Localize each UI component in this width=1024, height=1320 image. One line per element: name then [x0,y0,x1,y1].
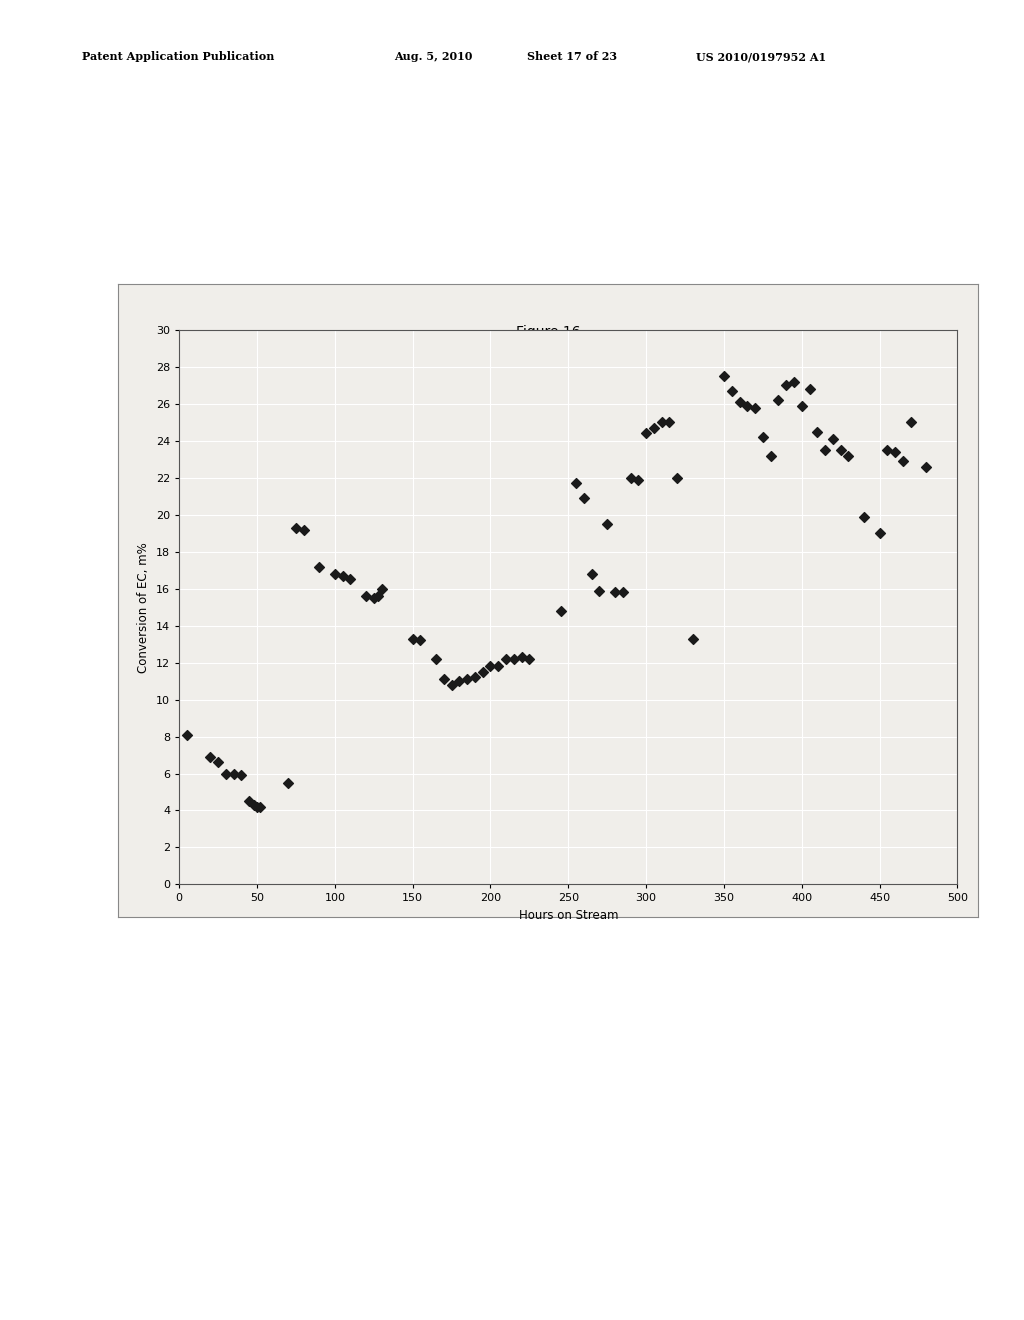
Point [249,796,265,817]
Point [817,440,834,461]
Point [662,412,678,433]
Point [724,380,740,401]
Point [506,648,522,669]
Point [824,429,841,450]
Point [357,586,374,607]
Point [630,469,646,490]
X-axis label: Hours on Stream: Hours on Stream [518,909,618,921]
Point [311,556,328,577]
Point [246,795,262,816]
Text: Aug. 5, 2010: Aug. 5, 2010 [394,51,473,62]
Point [809,421,825,442]
Point [778,375,795,396]
Point [802,379,818,400]
Point [919,457,935,478]
Point [404,628,421,649]
Point [607,582,624,603]
Point [474,661,490,682]
Text: Patent Application Publication: Patent Application Publication [82,51,274,62]
Point [887,441,903,462]
Point [685,628,701,649]
Point [233,764,250,785]
Point [599,513,615,535]
Point [739,395,756,416]
Point [794,395,810,416]
Point [614,582,631,603]
Point [552,601,568,622]
Point [335,565,351,586]
Point [252,796,268,817]
Point [179,725,196,746]
Point [746,397,763,418]
Point [646,417,663,438]
Point [296,519,312,540]
Point [880,440,896,461]
Point [731,392,748,413]
Point [428,648,444,669]
Point [280,772,296,793]
Point [871,523,888,544]
Text: US 2010/0197952 A1: US 2010/0197952 A1 [696,51,826,62]
Point [770,389,786,411]
Point [413,630,429,651]
Point [895,450,911,471]
Point [342,569,358,590]
Point [841,445,857,466]
Point [452,671,468,692]
Text: Sheet 17 of 23: Sheet 17 of 23 [527,51,617,62]
Point [638,422,654,444]
Point [521,648,538,669]
Y-axis label: Conversion of EC, m%: Conversion of EC, m% [137,541,151,673]
Point [653,412,670,433]
Point [371,586,387,607]
Point [374,578,390,599]
Point [902,412,919,433]
Point [669,467,685,488]
Point [288,517,304,539]
Point [575,487,592,508]
Point [833,440,849,461]
Point [568,473,585,494]
Point [443,675,460,696]
Point [716,366,732,387]
Point [513,647,529,668]
Point [623,467,639,488]
Point [366,587,382,609]
Point [210,752,226,774]
Point [785,371,802,392]
Point [459,669,475,690]
Point [241,791,257,812]
Point [498,648,514,669]
Point [856,506,872,527]
Point [218,763,234,784]
Point [435,669,452,690]
Point [591,579,607,601]
Point [327,564,343,585]
Point [467,667,483,688]
Point [482,656,499,677]
Point [755,426,771,447]
Point [225,763,242,784]
Point [490,656,507,677]
Point [763,445,779,466]
Text: Figure 16: Figure 16 [515,325,581,339]
Point [584,564,600,585]
Point [202,746,218,767]
